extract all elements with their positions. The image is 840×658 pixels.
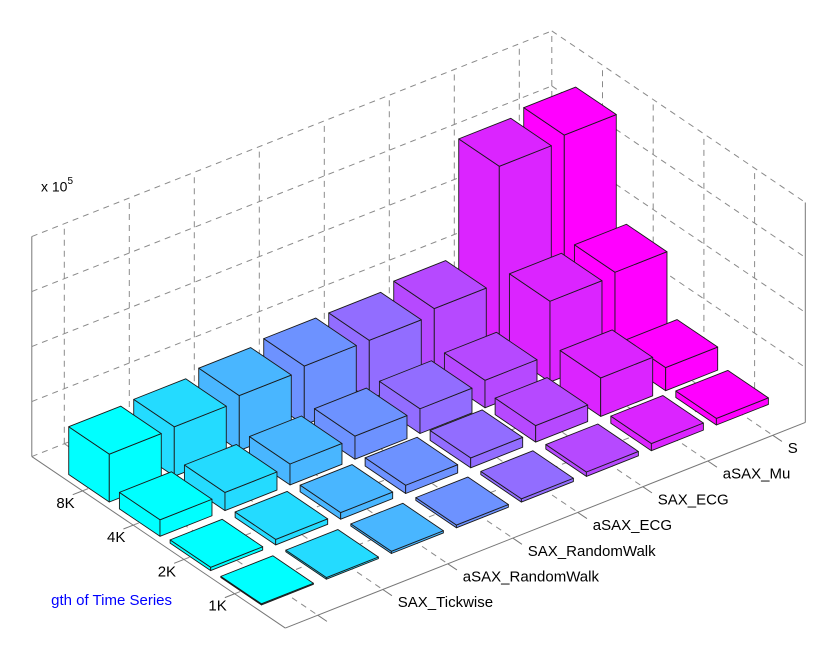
bar-top-face bbox=[68, 405, 162, 455]
bars bbox=[68, 86, 769, 606]
bar-2K-SAX_RandomWalk bbox=[299, 464, 394, 520]
bar-top-face bbox=[559, 329, 654, 379]
bar-2K-SAX_ECG bbox=[429, 409, 524, 469]
bar-top-face bbox=[299, 464, 394, 514]
x-tick bbox=[707, 460, 718, 468]
x-tick bbox=[317, 614, 328, 622]
side-wall-gridline bbox=[551, 195, 806, 368]
y-tick bbox=[224, 593, 235, 599]
x-tick bbox=[772, 434, 783, 442]
bar-top-face bbox=[364, 436, 459, 486]
side-wall-gridline bbox=[551, 30, 806, 203]
y-tick bbox=[72, 490, 83, 496]
side-wall-gridline bbox=[551, 85, 806, 258]
x-axis-line bbox=[285, 421, 806, 629]
bar-top-face bbox=[220, 555, 314, 605]
x-tick-label: aSAX_ECG bbox=[593, 517, 672, 534]
y-tick-label: 8K bbox=[56, 495, 74, 512]
bar-1K-aSAX_ECG bbox=[415, 476, 509, 529]
y-tick bbox=[123, 524, 134, 530]
bar-1K-aSAX_Mu bbox=[545, 423, 639, 477]
bar-top-face bbox=[378, 360, 473, 410]
bar-top-face bbox=[675, 369, 769, 419]
bar-2K-aSAX_RandomWalk bbox=[234, 490, 329, 546]
bar-top-face bbox=[169, 518, 264, 568]
x-tick-label: SAX_ECG bbox=[658, 491, 729, 508]
back-wall-gridline bbox=[31, 85, 552, 293]
y-tick bbox=[173, 558, 185, 564]
bar-1K-S bbox=[610, 395, 704, 452]
bar-top-face bbox=[393, 260, 487, 310]
x-tick bbox=[577, 511, 588, 519]
bar-4K-aSAX_Mu bbox=[443, 331, 538, 409]
y-axis-label-container: gth of Time Series bbox=[40, 592, 172, 614]
bar-top-face bbox=[198, 347, 292, 397]
z-multiplier-exponent: 5 bbox=[67, 176, 74, 187]
bar-top-face bbox=[545, 423, 639, 473]
bar-top-face bbox=[133, 378, 227, 428]
y-tick-label: 4K bbox=[107, 529, 125, 546]
back-wall-gridline bbox=[31, 30, 552, 238]
bar-1K-SAX_ECG bbox=[480, 450, 574, 503]
x-tick bbox=[447, 563, 458, 571]
bar-top-face bbox=[350, 502, 444, 552]
bar-top-face bbox=[248, 415, 343, 465]
bar-top-face bbox=[458, 117, 552, 167]
x-tick bbox=[512, 537, 523, 545]
x-tick-label: SAX_RandomWalk bbox=[528, 543, 656, 560]
x-tick bbox=[642, 486, 653, 494]
bar-1K-aSAX_RandomWalk bbox=[285, 529, 379, 580]
z-axis-multiplier: x 105 bbox=[41, 176, 74, 195]
y-tick-label: 1K bbox=[208, 598, 226, 615]
bar-top-face bbox=[573, 223, 668, 273]
bar-4K-aSAX_ECG bbox=[313, 387, 408, 460]
bar-1K-SAX_RandomWalk bbox=[350, 502, 444, 554]
bar-1K-col8 bbox=[675, 369, 769, 426]
bar-top-face bbox=[328, 291, 422, 341]
bar-4K-aSAX_RandomWalk bbox=[183, 444, 278, 512]
y-axis-line bbox=[31, 456, 286, 629]
bar-top-face bbox=[480, 450, 574, 500]
bar-top-face bbox=[494, 377, 589, 427]
y-tick-label: 2K bbox=[158, 563, 176, 580]
bar-top-face bbox=[610, 395, 704, 444]
bar-1K-SAX_Tickwise bbox=[220, 555, 314, 606]
tick-labels: SAX_Tickwise aSAX_RandomWalk SAX_RandomWal… bbox=[56, 440, 797, 615]
z-multiplier-base: x 10 bbox=[41, 178, 68, 195]
bar-top-face bbox=[443, 331, 538, 381]
bar-2K-aSAX_ECG bbox=[364, 436, 459, 494]
bar-4K-SAX_RandomWalk bbox=[248, 415, 343, 486]
bar-2K-aSAX_Mu bbox=[494, 377, 589, 443]
bar-top-face bbox=[429, 409, 524, 459]
x-tick-label: S bbox=[788, 440, 798, 457]
bar-2K-SAX_Tickwise bbox=[169, 518, 264, 572]
bar-top-face bbox=[118, 471, 213, 521]
bar-top-face bbox=[415, 476, 509, 526]
bar-4K-SAX_Tickwise bbox=[118, 471, 213, 537]
x-tick-label: aSAX_RandomWalk bbox=[463, 568, 600, 585]
bar-4K-SAX_ECG bbox=[378, 360, 473, 434]
y-axis-label: gth of Time Series bbox=[51, 592, 172, 609]
bar-top-face bbox=[234, 490, 329, 540]
bar-top-face bbox=[508, 252, 603, 302]
bar-top-face bbox=[263, 317, 357, 367]
bar-2K-S bbox=[559, 329, 654, 417]
axes-box bbox=[31, 202, 806, 629]
side-wall-gridline bbox=[551, 140, 806, 313]
bar-top-face bbox=[285, 529, 379, 578]
x-tick-label: aSAX_Mu bbox=[723, 466, 791, 483]
x-tick-label: SAX_Tickwise bbox=[398, 594, 493, 611]
x-tick bbox=[382, 589, 393, 597]
bar-top-face bbox=[313, 387, 408, 437]
bar-top-face bbox=[183, 444, 278, 493]
bar-top-face bbox=[523, 86, 617, 136]
